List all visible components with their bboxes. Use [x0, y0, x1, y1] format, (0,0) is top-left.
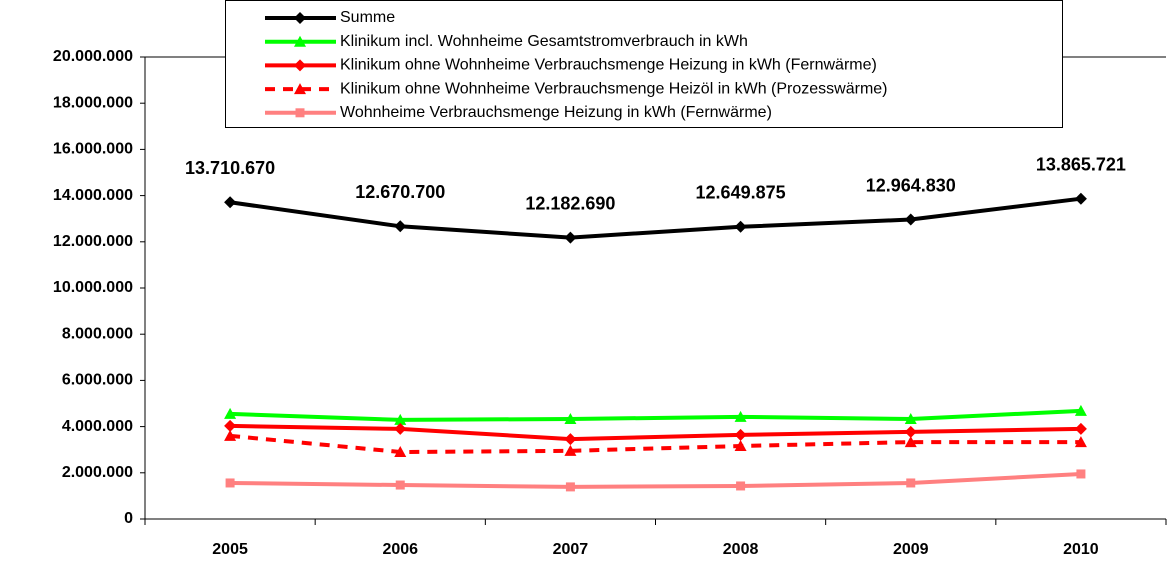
series-line: [230, 423, 1081, 442]
marker: [395, 480, 405, 490]
y-tick-label: 20.000.000: [53, 48, 133, 65]
legend-label: Klinikum ohne Wohnheime Verbrauchsmenge …: [340, 80, 888, 97]
marker: [224, 196, 237, 209]
marker: [904, 412, 917, 424]
marker: [225, 478, 235, 488]
series-line: [229, 196, 1082, 240]
y-tick-label: 16.000.000: [53, 141, 133, 158]
x-tick-label: 2007: [553, 541, 589, 558]
legend-label: Klinikum ohne Wohnheime Verbrauchsmenge …: [340, 57, 877, 74]
marker: [294, 59, 306, 72]
marker: [734, 428, 747, 441]
marker: [564, 412, 577, 424]
marker: [734, 220, 747, 233]
marker: [394, 220, 407, 233]
series-line: [230, 471, 1082, 489]
data-label: 12.964.830: [866, 175, 956, 195]
y-tick-label: 18.000.000: [53, 94, 133, 111]
x-tick-label: 2008: [723, 541, 759, 558]
marker: [394, 446, 407, 458]
data-label: 12.649.875: [696, 183, 786, 203]
x-tick-label: 2009: [893, 541, 929, 558]
x-tick-label: 2006: [382, 541, 418, 558]
data-label: 12.670.700: [355, 182, 445, 202]
legend-label: Klinikum incl. Wohnheime Gesamtstromverb…: [340, 33, 748, 50]
y-tick-label: 6.000.000: [62, 372, 133, 389]
marker: [294, 12, 306, 24]
marker: [295, 108, 305, 118]
marker: [564, 433, 577, 446]
marker: [1074, 404, 1087, 416]
marker: [1074, 192, 1087, 205]
marker: [565, 482, 575, 492]
marker: [224, 429, 237, 441]
series-line: [229, 433, 1081, 455]
marker: [904, 436, 917, 448]
marker: [736, 481, 746, 491]
y-tick-label: 10.000.000: [53, 279, 133, 296]
data-label: 13.710.670: [185, 158, 275, 178]
marker: [734, 440, 747, 452]
marker: [224, 407, 237, 419]
marker: [904, 425, 917, 438]
y-tick-label: 14.000.000: [53, 187, 133, 204]
marker: [294, 83, 306, 95]
marker: [394, 422, 407, 435]
legend-label: Wohnheime Verbrauchsmenge Heizung in kWh…: [340, 104, 772, 121]
marker: [564, 231, 577, 244]
y-tick-label: 12.000.000: [53, 233, 133, 250]
y-tick-label: 2.000.000: [62, 464, 133, 481]
marker: [904, 213, 917, 226]
marker: [906, 478, 916, 488]
marker: [1076, 469, 1086, 479]
marker: [1074, 436, 1087, 448]
marker: [294, 35, 306, 47]
marker: [564, 444, 577, 456]
marker: [394, 413, 407, 425]
series-line: [230, 408, 1082, 422]
marker: [1074, 422, 1087, 435]
y-tick-label: 8.000.000: [62, 325, 133, 342]
marker: [734, 410, 747, 422]
marker: [224, 419, 237, 432]
x-tick-label: 2010: [1063, 541, 1099, 558]
data-label: 12.182.690: [525, 193, 615, 213]
data-label: 13.865.721: [1036, 154, 1126, 174]
x-tick-label: 2005: [212, 541, 248, 558]
legend-box: [225, 0, 1063, 128]
legend-label: Summe: [340, 9, 395, 26]
y-tick-label: 0: [124, 510, 133, 527]
y-tick-label: 4.000.000: [62, 418, 133, 435]
